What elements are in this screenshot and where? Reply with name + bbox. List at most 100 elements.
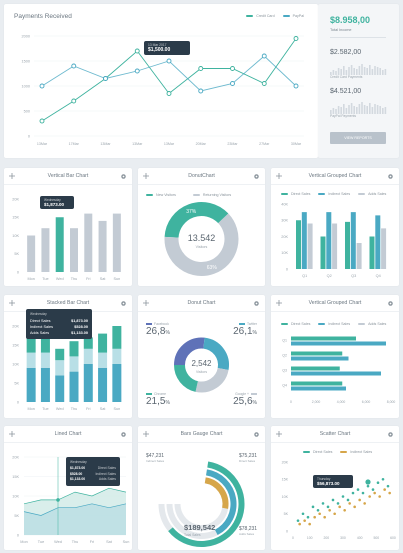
drag-handle-icon[interactable] (143, 300, 149, 306)
legend-label: Adds Sales (368, 192, 387, 196)
payments-title: Payments Received (14, 13, 72, 20)
y-tick-label: 10K (282, 495, 289, 499)
x-tick-label: Sat (100, 277, 107, 281)
payments-card: Payments Received Credit Card PayPal 200… (4, 4, 318, 158)
x-tick-label: Thu (72, 540, 79, 544)
drag-handle-icon[interactable] (276, 173, 282, 179)
paypal-sparkbars (330, 102, 387, 114)
card-header: Bars Gauge Chart (138, 426, 265, 443)
donut-slice (195, 367, 229, 393)
drag-handle-icon[interactable] (9, 173, 15, 179)
scatter-point (316, 509, 320, 512)
spark-bar (335, 71, 337, 75)
drag-handle-icon[interactable] (143, 431, 149, 437)
legend-swatch (282, 14, 290, 18)
view-reports-button[interactable]: VIEW REPORTS (330, 132, 386, 144)
gauge-label-sub: Indirect Sales (146, 459, 165, 463)
gauge-bar (168, 461, 245, 547)
gear-icon[interactable] (253, 431, 260, 438)
drag-handle-icon[interactable] (276, 431, 282, 437)
item-unit: % (252, 330, 257, 336)
gear-icon[interactable] (387, 431, 394, 438)
bar-segment (83, 337, 93, 349)
card-title: Vertical Grouped Chart (308, 300, 362, 306)
scatter-point (388, 491, 391, 495)
scatter-point (381, 477, 385, 481)
tooltip-row-value: $528.00 (70, 471, 83, 476)
item-value: 21,5 (146, 396, 166, 407)
data-point (56, 498, 60, 502)
donut-chart (174, 337, 229, 393)
scatter-point (328, 509, 331, 512)
tooltip-row-label: Adds Sales (30, 331, 50, 335)
gear-icon[interactable] (253, 173, 260, 180)
gear-icon[interactable] (120, 300, 127, 307)
x-tick-label: Thu (71, 407, 78, 411)
gear-icon[interactable] (387, 300, 394, 307)
scatter-point (296, 519, 300, 522)
x-tick-label: 600 (390, 536, 396, 540)
legend-label: Adds Sales (368, 322, 387, 326)
donut2-center-label: Visitors (195, 370, 208, 374)
x-tick-label: Sat (106, 540, 113, 544)
bar (291, 386, 346, 391)
tooltip-day: Wednesday (44, 198, 61, 202)
x-tick-label: Q3 (351, 274, 356, 278)
y-tick-label: 15K (12, 216, 19, 220)
spark-bar (345, 70, 348, 75)
vbar-tooltip: Wednesday $1,873.00 (40, 196, 74, 209)
y-tick-label: 5K (14, 381, 19, 385)
paypal-value: $4.521,00 (330, 88, 362, 95)
donut-slice (174, 337, 205, 366)
highlight-point (365, 479, 371, 485)
drag-handle-icon[interactable] (9, 300, 15, 306)
drag-handle-icon[interactable] (9, 431, 15, 437)
x-tick-label: 6,000 (362, 400, 371, 404)
scatter-point (313, 515, 316, 519)
vertical-bar-card: Vertical Bar Chart 20K 15K 10K 5K 0 Mon Tue Wed… (4, 168, 132, 286)
card-header: Vertical Grouped Chart (271, 295, 399, 312)
data-point (103, 76, 108, 81)
legend-swatch (318, 192, 326, 196)
bar (291, 336, 356, 341)
gear-icon[interactable] (387, 173, 394, 180)
gauge-label-direct: $75,231 Direct Sales (239, 453, 257, 463)
scatter-point (321, 502, 325, 505)
stacked-bar-card: Stacked Bar Chart 20K 15K 10K 5K 0 Mon Tue Wed T… (4, 295, 132, 418)
legend-label: Indirect Sales (350, 450, 373, 454)
bar (375, 215, 381, 269)
spark-bar (371, 107, 374, 114)
scatter-point (368, 495, 371, 498)
legend-swatch (146, 322, 152, 326)
legend-label: PayPal (292, 14, 304, 18)
x-tick-label: 13Mar (164, 142, 175, 146)
drag-handle-icon[interactable] (276, 300, 282, 306)
bar-segment (112, 364, 122, 402)
tooltip-day: Wednesday (30, 312, 47, 316)
scatter-point (306, 515, 310, 519)
drag-handle-icon[interactable] (143, 173, 149, 179)
gear-icon[interactable] (120, 173, 127, 180)
legend-swatch (340, 450, 348, 454)
card-header: Scatter Chart (271, 426, 399, 443)
donut-card-1: DonutChart New Visitors Returning Visito… (138, 168, 265, 286)
legend-label: Direct Sales (291, 322, 311, 326)
data-point (261, 53, 267, 59)
x-tick-label: Q1 (302, 274, 307, 278)
scatter-point (361, 491, 365, 495)
data-point (71, 98, 77, 104)
y-tick-label: 15K (282, 478, 289, 482)
gear-icon[interactable] (120, 431, 127, 438)
bar-segment (69, 356, 79, 372)
data-point (166, 58, 172, 64)
x-tick-label: Sun (113, 277, 120, 281)
x-tick-label: 300 (340, 536, 346, 540)
gear-icon[interactable] (253, 300, 260, 307)
spark-bar (330, 110, 332, 114)
y-tick-label: 20K (12, 324, 19, 328)
x-tick-label: 13Mar (132, 142, 143, 146)
card-header: Vertical Bar Chart (4, 168, 132, 185)
bar-segment (55, 375, 65, 402)
series-line (23, 487, 127, 505)
x-tick-label: Tue (42, 277, 48, 281)
